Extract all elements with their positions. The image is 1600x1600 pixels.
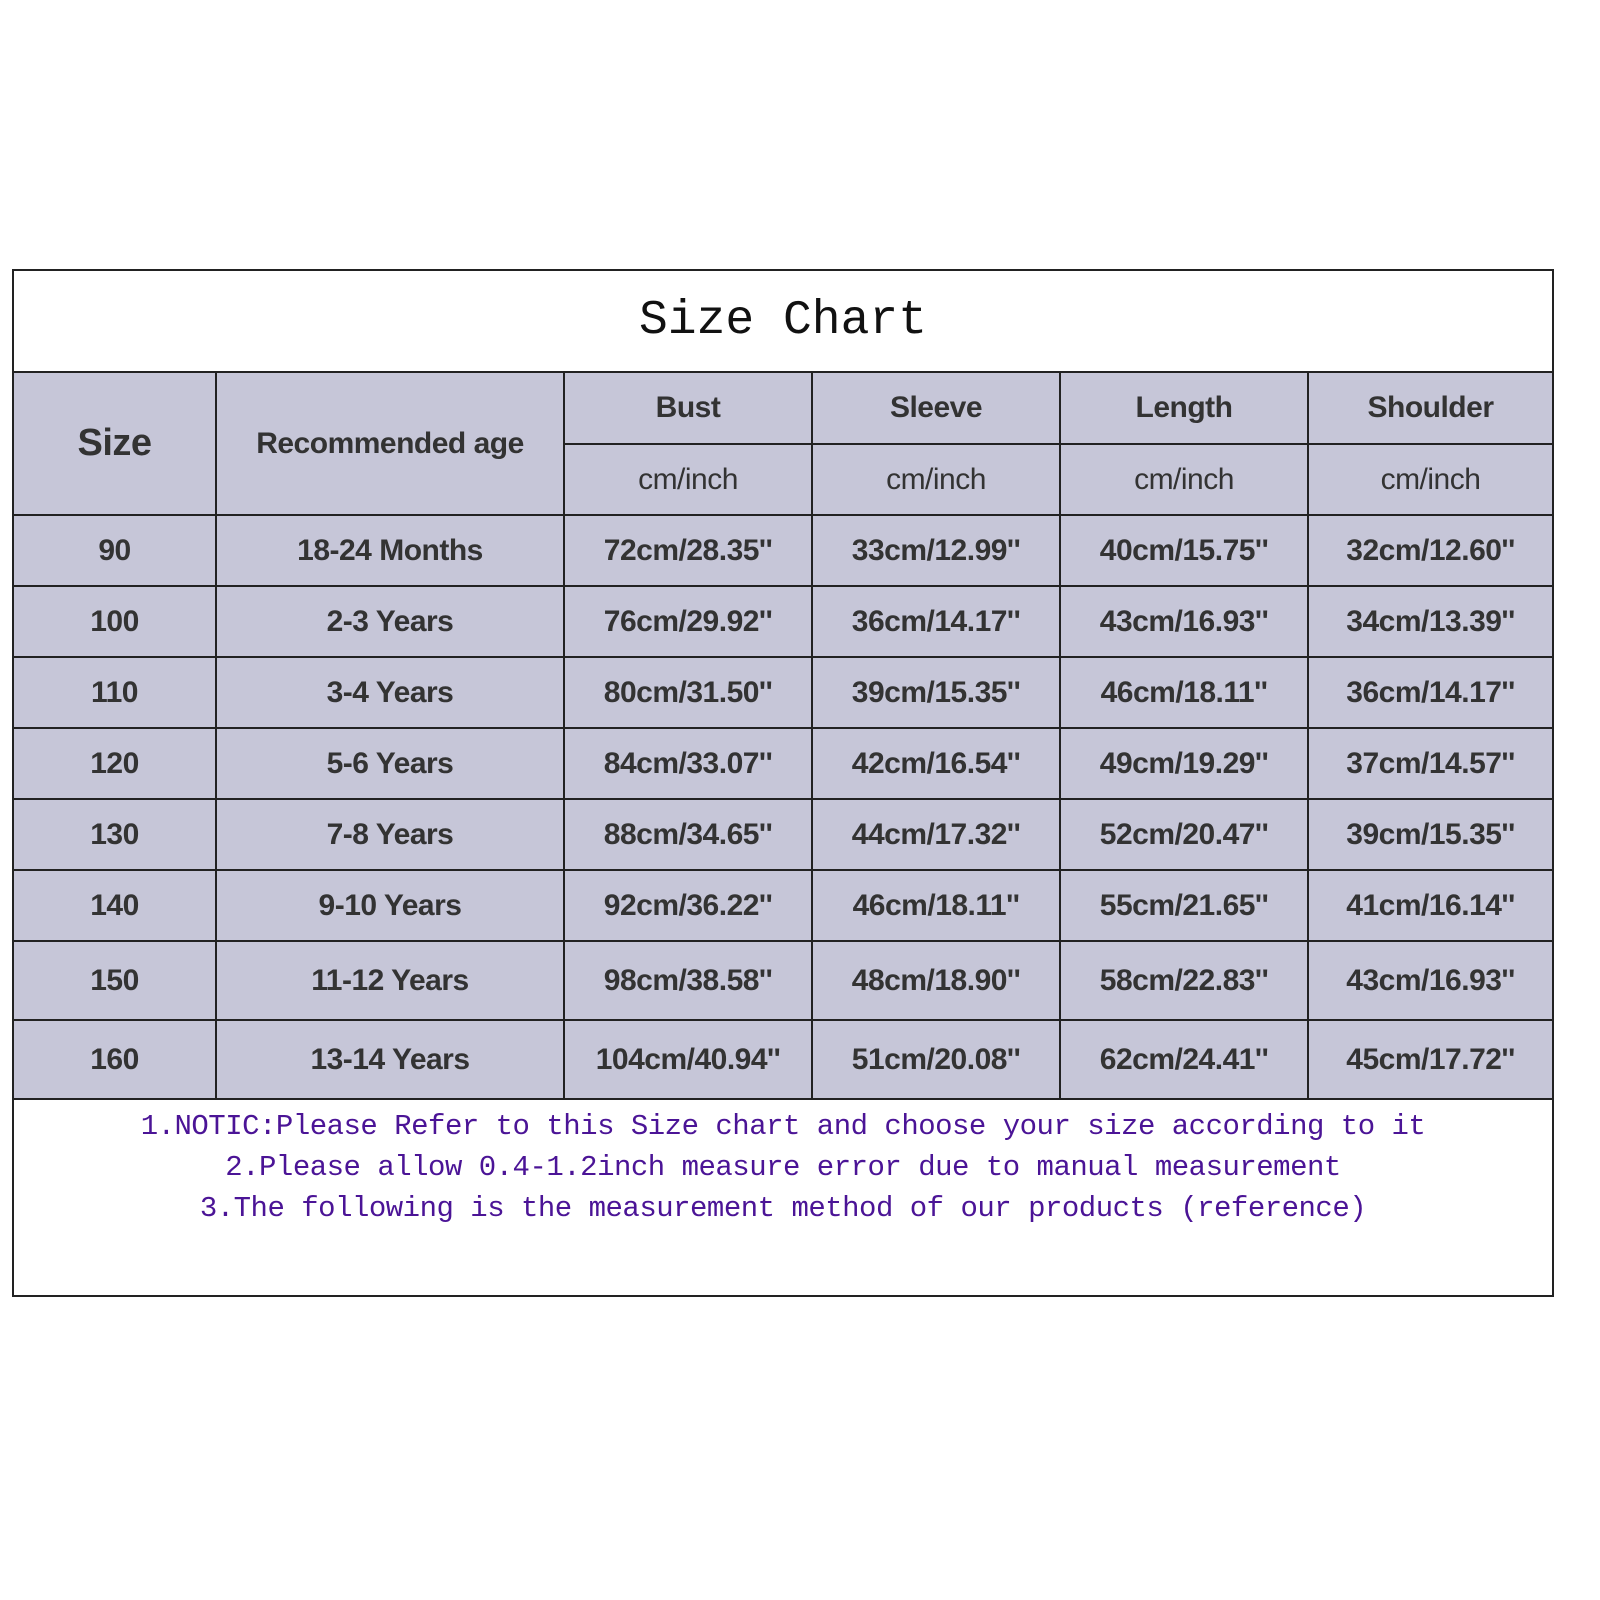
table-row: 120 5-6 Years 84cm/33.07'' 42cm/16.54'' 49cm… [14, 727, 1552, 800]
cell-length: 55cm/21.65'' [1059, 869, 1309, 942]
cell-size: 160 [14, 1019, 217, 1100]
cell-bust: 72cm/28.35'' [563, 514, 813, 587]
cell-size: 150 [14, 940, 217, 1021]
cell-sleeve: 33cm/12.99'' [811, 514, 1061, 587]
table-row: 150 11-12 Years 98cm/38.58'' 48cm/18.90'' 58… [14, 940, 1552, 1021]
cell-sleeve: 36cm/14.17'' [811, 585, 1061, 658]
cell-sleeve: 48cm/18.90'' [811, 940, 1061, 1021]
cell-size: 110 [14, 656, 217, 729]
cell-bust: 84cm/33.07'' [563, 727, 813, 800]
cell-age: 13-14 Years [215, 1019, 565, 1100]
unit-label: cm/inch [1059, 443, 1309, 516]
cell-shoulder: 32cm/12.60'' [1307, 514, 1552, 587]
cell-shoulder: 43cm/16.93'' [1307, 940, 1552, 1021]
cell-size: 120 [14, 727, 217, 800]
cell-sleeve: 46cm/18.11'' [811, 869, 1061, 942]
unit-label: cm/inch [1307, 443, 1552, 516]
header-bust: Bust [563, 373, 813, 445]
cell-age: 3-4 Years [215, 656, 565, 729]
cell-length: 62cm/24.41'' [1059, 1019, 1309, 1100]
cell-age: 7-8 Years [215, 798, 565, 871]
cell-length: 46cm/18.11'' [1059, 656, 1309, 729]
note-2: 2.Please allow 0.4-1.2inch measure error… [225, 1151, 1341, 1184]
cell-age: 2-3 Years [215, 585, 565, 658]
notes: 1.NOTIC:Please Refer to this Size chart … [14, 1100, 1552, 1229]
cell-shoulder: 34cm/13.39'' [1307, 585, 1552, 658]
cell-length: 52cm/20.47'' [1059, 798, 1309, 871]
table-row: 160 13-14 Years 104cm/40.94'' 51cm/20.08'' 6… [14, 1019, 1552, 1100]
cell-sleeve: 42cm/16.54'' [811, 727, 1061, 800]
table-row: 130 7-8 Years 88cm/34.65'' 44cm/17.32'' 52cm… [14, 798, 1552, 871]
table-row: 100 2-3 Years 76cm/29.92'' 36cm/14.17'' 43cm… [14, 585, 1552, 658]
cell-shoulder: 41cm/16.14'' [1307, 869, 1552, 942]
cell-bust: 76cm/29.92'' [563, 585, 813, 658]
cell-bust: 92cm/36.22'' [563, 869, 813, 942]
cell-shoulder: 37cm/14.57'' [1307, 727, 1552, 800]
table-row: 140 9-10 Years 92cm/36.22'' 46cm/18.11'' 55c… [14, 869, 1552, 942]
cell-age: 9-10 Years [215, 869, 565, 942]
unit-label: cm/inch [564, 443, 813, 516]
cell-sleeve: 44cm/17.32'' [811, 798, 1061, 871]
cell-shoulder: 36cm/14.17'' [1307, 656, 1552, 729]
cell-length: 58cm/22.83'' [1059, 940, 1309, 1021]
note-1: 1.NOTIC:Please Refer to this Size chart … [140, 1110, 1426, 1143]
cell-length: 40cm/15.75'' [1059, 514, 1309, 587]
cell-age: 5-6 Years [215, 727, 565, 800]
size-table: Size Recommended age Bust Sleeve Length … [14, 373, 1552, 1100]
table-row: 90 18-24 Months 72cm/28.35'' 33cm/12.99'' 40… [14, 514, 1552, 587]
cell-sleeve: 51cm/20.08'' [811, 1019, 1061, 1100]
cell-bust: 80cm/31.50'' [563, 656, 813, 729]
cell-size: 140 [14, 869, 217, 942]
cell-size: 90 [14, 514, 217, 587]
cell-age: 18-24 Months [215, 514, 565, 587]
cell-length: 43cm/16.93'' [1059, 585, 1309, 658]
chart-title: Size Chart [14, 271, 1552, 373]
header-sleeve: Sleeve [811, 373, 1061, 445]
unit-label: cm/inch [811, 443, 1061, 516]
cell-shoulder: 39cm/15.35'' [1307, 798, 1552, 871]
cell-bust: 88cm/34.65'' [563, 798, 813, 871]
cell-size: 130 [14, 798, 217, 871]
header-shoulder: Shoulder [1307, 373, 1552, 445]
header-size: Size [14, 373, 217, 516]
cell-age: 11-12 Years [215, 940, 565, 1021]
note-3: 3.The following is the measurement metho… [199, 1192, 1367, 1225]
cell-length: 49cm/19.29'' [1059, 727, 1309, 800]
cell-bust: 98cm/38.58'' [563, 940, 813, 1021]
cell-bust: 104cm/40.94'' [563, 1019, 813, 1100]
header-age: Recommended age [215, 373, 565, 516]
cell-sleeve: 39cm/15.35'' [811, 656, 1061, 729]
size-chart: Size Chart Size Recommended age Bust Sle… [12, 269, 1554, 1297]
table-row: 110 3-4 Years 80cm/31.50'' 39cm/15.35'' 46cm… [14, 656, 1552, 729]
header-length: Length [1059, 373, 1309, 445]
cell-size: 100 [14, 585, 217, 658]
cell-shoulder: 45cm/17.72'' [1307, 1019, 1552, 1100]
